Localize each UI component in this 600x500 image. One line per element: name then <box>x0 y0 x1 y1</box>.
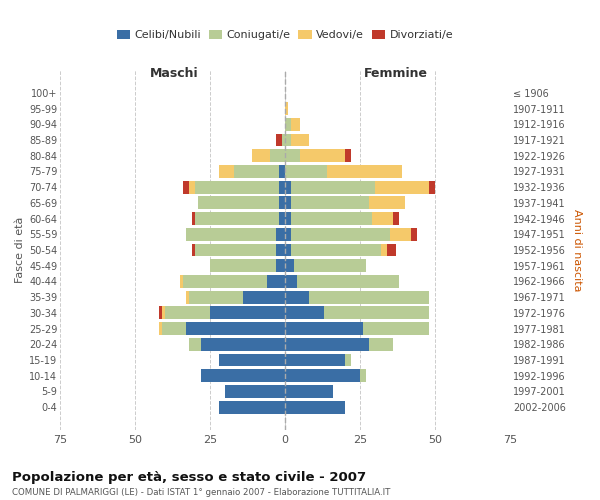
Bar <box>369 338 393 351</box>
Text: Femmine: Femmine <box>364 67 428 80</box>
Y-axis label: Fasce di età: Fasce di età <box>14 217 25 283</box>
Bar <box>279 180 285 194</box>
Bar <box>282 134 285 146</box>
Bar <box>285 244 291 256</box>
Bar <box>219 354 285 366</box>
Bar <box>192 212 195 225</box>
Bar <box>285 165 327 178</box>
Bar <box>276 244 285 256</box>
Bar <box>159 306 162 320</box>
Bar <box>285 149 300 162</box>
Bar <box>195 212 279 225</box>
Bar <box>291 244 381 256</box>
Bar <box>309 290 429 304</box>
Bar <box>189 338 201 351</box>
Bar <box>291 228 390 240</box>
Bar <box>210 260 276 272</box>
Bar <box>186 322 285 335</box>
Bar <box>345 149 351 162</box>
Bar <box>363 322 429 335</box>
Bar <box>327 165 402 178</box>
Bar <box>267 275 285 288</box>
Bar <box>252 149 270 162</box>
Bar <box>276 228 285 240</box>
Bar <box>186 290 189 304</box>
Bar <box>285 134 291 146</box>
Bar <box>369 196 405 209</box>
Bar <box>285 338 369 351</box>
Bar <box>345 354 351 366</box>
Bar <box>225 385 285 398</box>
Bar <box>201 370 285 382</box>
Bar <box>285 275 297 288</box>
Bar <box>276 134 282 146</box>
Bar <box>411 228 417 240</box>
Bar <box>285 354 345 366</box>
Bar <box>219 165 234 178</box>
Bar <box>285 102 288 115</box>
Bar <box>387 244 396 256</box>
Bar <box>183 275 267 288</box>
Bar <box>285 180 291 194</box>
Bar <box>180 275 183 288</box>
Bar <box>375 180 429 194</box>
Bar <box>390 228 411 240</box>
Bar <box>279 196 285 209</box>
Bar <box>285 118 291 130</box>
Bar <box>192 244 195 256</box>
Bar <box>285 385 333 398</box>
Bar <box>372 212 393 225</box>
Bar <box>162 322 186 335</box>
Bar <box>285 400 345 413</box>
Bar <box>210 306 285 320</box>
Legend: Celibi/Nubili, Coniugati/e, Vedovi/e, Divorziati/e: Celibi/Nubili, Coniugati/e, Vedovi/e, Di… <box>112 25 458 44</box>
Bar <box>189 180 195 194</box>
Bar <box>276 260 285 272</box>
Bar <box>300 149 345 162</box>
Bar <box>189 290 243 304</box>
Bar <box>285 212 291 225</box>
Bar <box>234 165 279 178</box>
Bar <box>195 244 276 256</box>
Bar <box>297 275 399 288</box>
Bar <box>324 306 429 320</box>
Bar <box>270 149 285 162</box>
Bar <box>291 134 309 146</box>
Bar <box>291 196 369 209</box>
Text: Popolazione per età, sesso e stato civile - 2007: Popolazione per età, sesso e stato civil… <box>12 471 366 484</box>
Bar <box>285 228 291 240</box>
Bar <box>162 306 165 320</box>
Bar <box>165 306 210 320</box>
Bar <box>195 180 279 194</box>
Bar <box>279 165 285 178</box>
Bar <box>285 260 294 272</box>
Bar <box>243 290 285 304</box>
Bar <box>429 180 435 194</box>
Bar <box>393 212 399 225</box>
Bar <box>291 118 300 130</box>
Bar <box>285 196 291 209</box>
Text: COMUNE DI PALMARIGGI (LE) - Dati ISTAT 1° gennaio 2007 - Elaborazione TUTTITALIA: COMUNE DI PALMARIGGI (LE) - Dati ISTAT 1… <box>12 488 391 497</box>
Bar <box>183 180 189 194</box>
Bar <box>279 212 285 225</box>
Bar <box>198 196 279 209</box>
Bar <box>291 180 375 194</box>
Bar <box>381 244 387 256</box>
Y-axis label: Anni di nascita: Anni di nascita <box>572 209 583 291</box>
Bar <box>285 370 360 382</box>
Bar <box>219 400 285 413</box>
Bar <box>360 370 366 382</box>
Text: Maschi: Maschi <box>149 67 199 80</box>
Bar <box>186 228 276 240</box>
Bar <box>291 212 372 225</box>
Bar <box>201 338 285 351</box>
Bar <box>159 322 162 335</box>
Bar <box>285 322 363 335</box>
Bar <box>285 306 324 320</box>
Bar <box>285 290 309 304</box>
Bar <box>294 260 366 272</box>
